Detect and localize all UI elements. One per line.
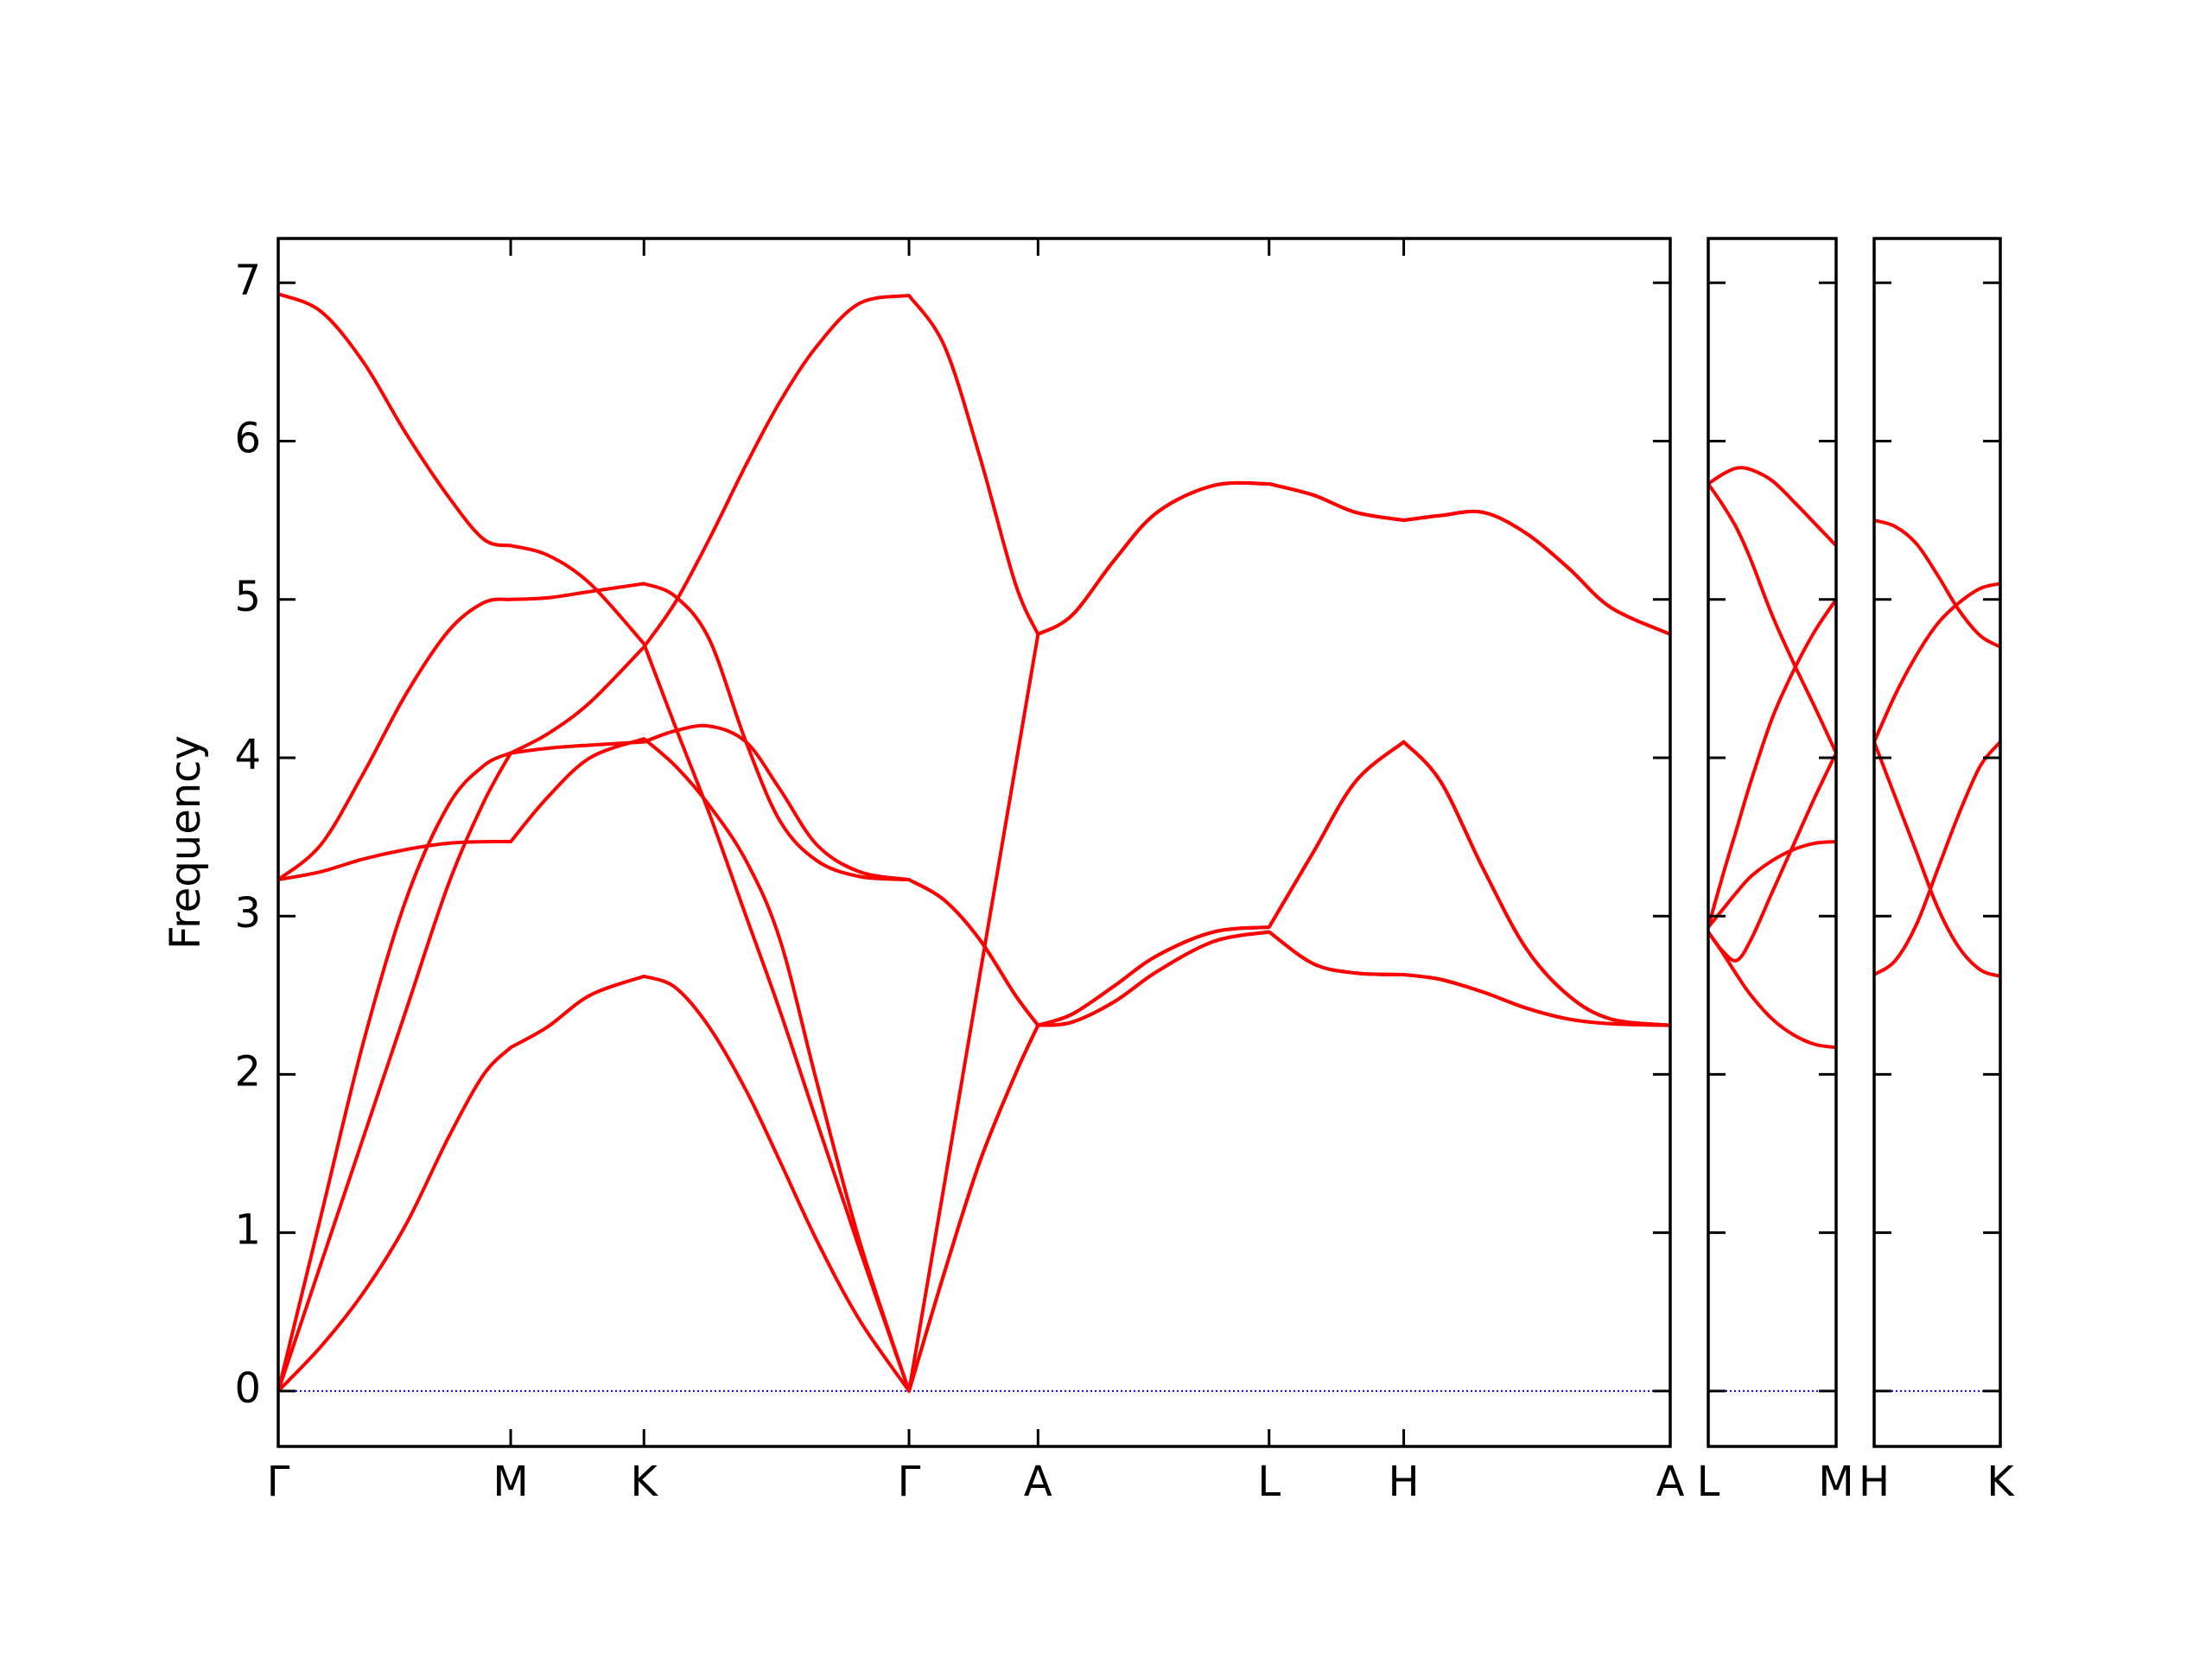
y-tick-label: 3 — [234, 889, 261, 938]
band-line — [1707, 598, 1838, 928]
x-tick-label: H — [1389, 1458, 1420, 1506]
x-tick-label: H — [1859, 1458, 1890, 1506]
y-axis-label: Frequency — [162, 735, 210, 950]
x-tick-label: Γ — [898, 1458, 921, 1506]
x-tick-label: M — [493, 1458, 528, 1506]
band-line — [1707, 931, 1837, 1050]
y-tick-label: 0 — [234, 1364, 261, 1413]
band-line — [1872, 582, 2001, 743]
band-line — [276, 582, 1671, 1027]
plot-frame — [1707, 237, 1838, 1448]
band-line — [1707, 482, 1838, 754]
x-tick-label: K — [631, 1458, 659, 1506]
y-tick-label: 7 — [234, 256, 261, 304]
band-line — [1707, 840, 1837, 929]
x-tick-label: A — [1024, 1458, 1052, 1506]
band-line — [1707, 466, 1838, 547]
x-tick-label: L — [1257, 1458, 1281, 1506]
x-tick-label: M — [1818, 1458, 1853, 1506]
x-tick-label: Γ — [267, 1458, 290, 1506]
plot-frame — [1872, 237, 2002, 1448]
band-line — [1872, 741, 2001, 978]
y-tick-label: 1 — [234, 1206, 261, 1255]
y-tick-label: 5 — [234, 573, 261, 621]
x-tick-label: K — [1986, 1458, 2015, 1506]
y-tick-label: 6 — [234, 415, 261, 463]
x-tick-label: A — [1656, 1458, 1685, 1506]
plot-frame — [276, 237, 1672, 1448]
band-line — [1873, 518, 2001, 649]
x-tick-label: L — [1697, 1458, 1720, 1506]
band-line — [1872, 741, 2002, 976]
band-line — [277, 736, 1671, 1393]
y-tick-label: 4 — [234, 731, 261, 779]
band-line — [277, 292, 1671, 1393]
y-tick-label: 2 — [234, 1047, 261, 1096]
